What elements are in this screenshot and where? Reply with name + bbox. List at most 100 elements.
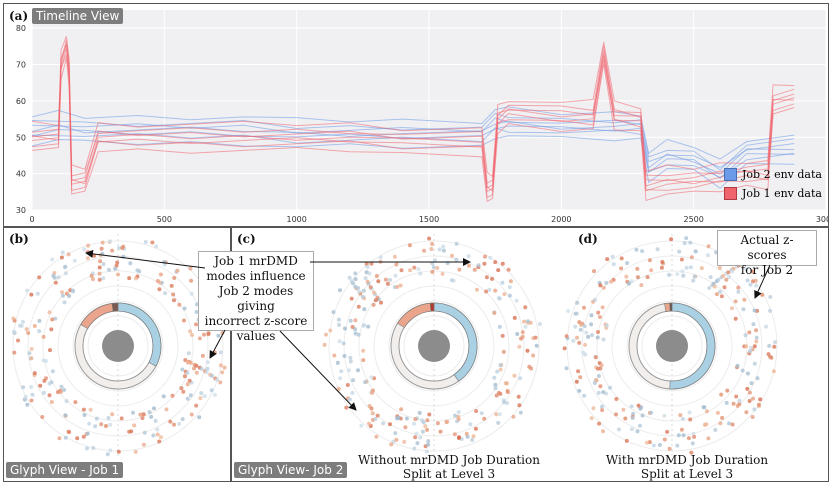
- glyph-dot: [511, 414, 516, 419]
- glyph-dot: [29, 356, 34, 361]
- glyph-dot: [396, 415, 401, 420]
- glyph-dot: [754, 339, 759, 344]
- legend-item-job2[interactable]: Job 2 env data: [724, 168, 822, 181]
- timeline-chart[interactable]: 30 40 50 60 70 80 0 500 1000 1500 2000 2500 3000: [4, 4, 829, 227]
- mode-boundary-arc: [669, 302, 673, 312]
- glyph-dot: [63, 435, 68, 440]
- glyph-dot: [722, 285, 727, 290]
- glyph-dot: [600, 404, 605, 409]
- glyph-dot: [66, 252, 71, 257]
- glyph-dot: [59, 255, 64, 260]
- glyph-dot: [194, 322, 199, 327]
- legend-swatch-job2: [724, 168, 737, 181]
- glyph-dot: [133, 449, 138, 454]
- glyph-dot: [172, 276, 177, 280]
- glyph-dot: [598, 315, 602, 319]
- glyph-dot: [373, 417, 378, 421]
- glyph-dot: [116, 272, 120, 277]
- glyph-dot: [128, 261, 133, 266]
- glyph-dot: [169, 283, 174, 288]
- legend-item-job1[interactable]: Job 1 env data: [724, 187, 822, 200]
- glyph-dot: [147, 410, 152, 415]
- glyph-dot: [725, 388, 730, 393]
- glyph-dot: [85, 256, 90, 261]
- glyph-dot: [500, 261, 505, 266]
- y-tick-label: 70: [16, 61, 26, 70]
- glyph-dot: [566, 309, 571, 313]
- glyph-dot: [153, 418, 158, 423]
- glyph-dot: [89, 273, 94, 278]
- glyph-dot: [121, 254, 126, 259]
- glyph-dot: [16, 338, 20, 343]
- glyph-b[interactable]: [4, 228, 231, 482]
- glyph-dot: [735, 363, 740, 368]
- glyph-dot: [20, 319, 25, 324]
- glyph-dot: [677, 249, 682, 254]
- glyph-dot: [100, 240, 105, 245]
- glyph-dot: [592, 269, 596, 274]
- y-tick-label: 80: [16, 24, 26, 33]
- glyph-dot: [630, 416, 635, 420]
- panel-letter-b: (b): [9, 232, 29, 246]
- glyph-dot: [745, 278, 750, 283]
- glyph-dot: [772, 344, 777, 349]
- glyph-dot: [21, 385, 26, 390]
- glyph-dot: [472, 267, 477, 272]
- glyph-dot: [496, 268, 501, 273]
- glyph-dot: [63, 413, 68, 418]
- glyph-dot: [706, 436, 711, 441]
- glyph-dot: [117, 246, 121, 250]
- glyph-dot: [142, 430, 147, 435]
- glyph-dot: [667, 272, 672, 277]
- glyph-dot: [42, 390, 46, 395]
- glyph-dot: [500, 280, 505, 285]
- glyph-dot: [490, 276, 495, 281]
- glyph-dot: [688, 417, 693, 422]
- glyph-dot: [583, 352, 588, 357]
- glyph-dot: [11, 329, 16, 334]
- y-tick-label: 60: [16, 97, 26, 106]
- glyph-dot: [97, 277, 102, 282]
- glyph-dot: [614, 397, 619, 401]
- glyph-dot: [87, 421, 92, 426]
- glyph-dot: [512, 315, 517, 320]
- glyph-dot: [50, 317, 55, 322]
- glyph-dot: [49, 327, 54, 332]
- glyph-dot: [151, 433, 156, 438]
- panel-letter-a: (a): [9, 9, 29, 23]
- glyph-dot: [416, 267, 421, 272]
- glyph-dot: [508, 279, 513, 284]
- glyph-dot: [497, 296, 501, 301]
- glyph-c[interactable]: [232, 228, 829, 482]
- glyph-dot: [690, 441, 695, 446]
- timeline-view-tag: Timeline View: [32, 8, 124, 24]
- glyph-dot: [368, 285, 373, 290]
- glyph-dot: [199, 366, 204, 371]
- glyph-dot: [415, 441, 420, 446]
- glyph-dot: [190, 333, 194, 337]
- glyph-dot: [766, 352, 771, 357]
- glyph-dot: [675, 443, 680, 448]
- glyph-dot: [591, 406, 596, 411]
- glyph-dot: [519, 336, 523, 341]
- glyph-dot: [341, 341, 346, 346]
- glyph-dot: [704, 409, 709, 414]
- timeline-panel: 30 40 50 60 70 80 0 500 1000 1500 2000 2500 3000 (a…: [3, 3, 829, 227]
- glyph-dot: [724, 400, 729, 405]
- job2-mode-arc: [669, 302, 716, 390]
- glyph-dot: [497, 412, 502, 417]
- glyph-dot: [601, 429, 605, 434]
- glyph-dot: [523, 305, 528, 310]
- glyph-dot: [99, 246, 104, 251]
- glyph-dot: [466, 254, 471, 259]
- job2-series-line: [31, 106, 795, 160]
- glyph-dot: [115, 260, 120, 265]
- glyph-dot: [476, 263, 481, 268]
- glyph-dot: [427, 236, 432, 241]
- glyph-dot: [601, 337, 606, 342]
- glyph-dot: [399, 407, 404, 412]
- glyph-dot: [362, 307, 367, 312]
- glyph-dot: [726, 270, 731, 275]
- glyph-dot: [363, 380, 367, 385]
- glyph-dot: [194, 370, 199, 375]
